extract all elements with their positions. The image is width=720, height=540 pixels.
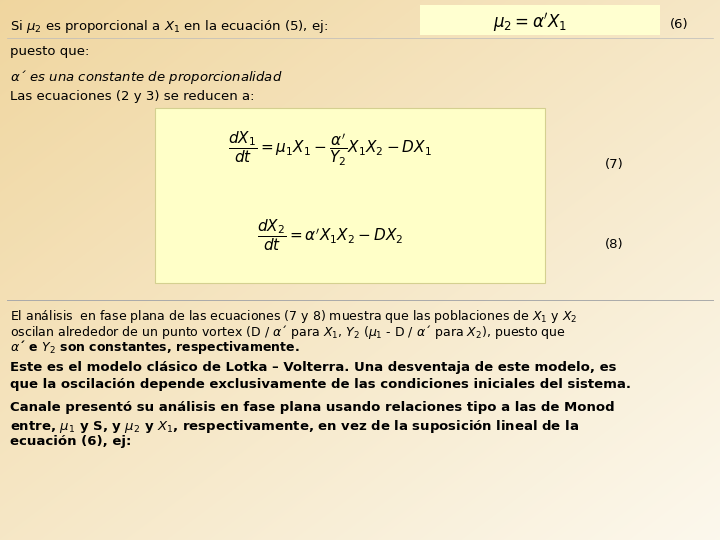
Text: Canale presentó su análisis en fase plana usando relaciones tipo a las de Monod: Canale presentó su análisis en fase plan…	[10, 401, 615, 414]
Text: que la oscilación depende exclusivamente de las condiciones iniciales del sistem: que la oscilación depende exclusivamente…	[10, 378, 631, 391]
FancyBboxPatch shape	[155, 108, 545, 283]
Text: $\alpha$´ e $Y_2$ son constantes, respectivamente.: $\alpha$´ e $Y_2$ son constantes, respec…	[10, 338, 300, 356]
Text: (6): (6)	[670, 18, 688, 31]
Text: (8): (8)	[605, 238, 624, 251]
Text: $\dfrac{dX_2}{dt} = \alpha^{\prime} X_1 X_2 - D X_2$: $\dfrac{dX_2}{dt} = \alpha^{\prime} X_1 …	[257, 218, 403, 253]
Text: entre, $\mu_1$ y S, y $\mu_2$ y $X_1$, respectivamente, en vez de la suposición : entre, $\mu_1$ y S, y $\mu_2$ y $X_1$, r…	[10, 418, 579, 435]
Text: $\mu_2 = \alpha^{\prime} X_1$: $\mu_2 = \alpha^{\prime} X_1$	[492, 11, 567, 34]
Text: Las ecuaciones (2 y 3) se reducen a:: Las ecuaciones (2 y 3) se reducen a:	[10, 90, 254, 103]
Text: El análisis  en fase plana de las ecuaciones (7 y 8) muestra que las poblaciones: El análisis en fase plana de las ecuacio…	[10, 308, 577, 325]
FancyBboxPatch shape	[420, 5, 660, 35]
Text: $\alpha$´ es una constante de proporcionalidad: $\alpha$´ es una constante de proporcion…	[10, 68, 282, 86]
Text: puesto que:: puesto que:	[10, 45, 89, 58]
Text: oscilan alrededor de un punto vortex (D / $\alpha$´ para $X_1$, $Y_2$ ($\mu_1$ -: oscilan alrededor de un punto vortex (D …	[10, 323, 566, 341]
Text: Si $\mu_2$ es proporcional a $X_1$ en la ecuación (5), ej:: Si $\mu_2$ es proporcional a $X_1$ en la…	[10, 18, 328, 35]
Text: (7): (7)	[605, 158, 624, 171]
Text: $\dfrac{dX_1}{dt} = \mu_1 X_1 - \dfrac{\alpha^{\prime}}{Y_2} X_1 X_2 - D X_1$: $\dfrac{dX_1}{dt} = \mu_1 X_1 - \dfrac{\…	[228, 130, 432, 168]
Text: ecuación (6), ej:: ecuación (6), ej:	[10, 435, 131, 448]
Text: Este es el modelo clásico de Lotka – Volterra. Una desventaja de este modelo, es: Este es el modelo clásico de Lotka – Vol…	[10, 361, 616, 374]
